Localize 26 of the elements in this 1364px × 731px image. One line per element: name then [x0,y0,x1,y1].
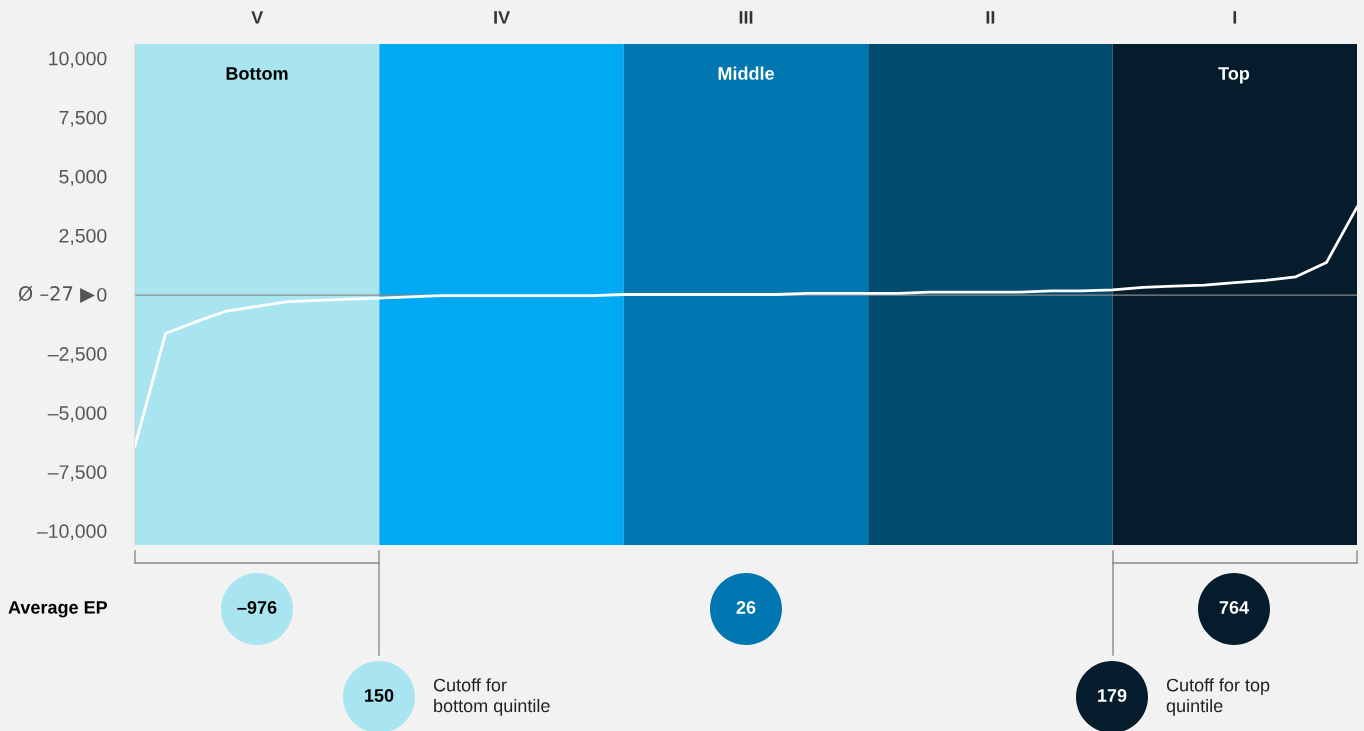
text: Cutoff for bottom quintile [433,678,550,716]
x-tick-label: V [251,11,264,24]
text: 179 [1098,689,1127,702]
y-tick-label: 2,500 [59,228,107,245]
text: 150 [365,689,394,702]
y-tick-label: 0 [97,287,107,302]
x-tick-label: III [739,11,753,24]
text: –976 [237,601,277,614]
ref-line-label: Ø –27 ▶ [18,285,95,303]
text: Cutoff for top quintile [1166,678,1270,716]
y-tick-label: 10,000 [49,51,107,68]
y-tick-label: –7,500 [47,465,107,482]
x-tick-label: II [986,11,995,24]
annotation: Top [1218,67,1250,84]
text: 26 [736,601,756,614]
y-tick-label: –2,500 [47,347,107,364]
y-tick-label: 7,500 [59,110,107,127]
annotation: Middle [718,66,774,80]
y-tick-label: –5,000 [47,406,107,423]
x-tick-label: IV [494,11,511,24]
y-tick-label: –10,000 [36,524,107,541]
text: Average EP [8,601,108,618]
text: 764 [1219,601,1249,614]
x-tick-label: I [1233,11,1237,24]
annotation: Bottom [226,67,288,80]
y-tick-label: 5,000 [59,169,107,186]
